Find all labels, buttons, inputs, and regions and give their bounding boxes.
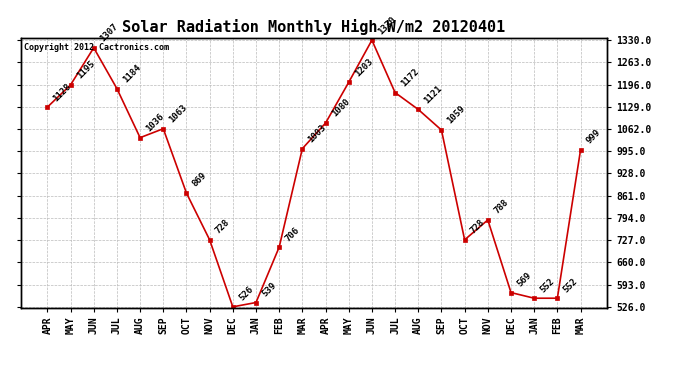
Text: 869: 869 [190, 171, 208, 189]
Text: 1172: 1172 [400, 67, 421, 88]
Text: 1080: 1080 [330, 98, 351, 119]
Text: 569: 569 [515, 271, 533, 288]
Text: 539: 539 [260, 280, 278, 298]
Text: 1063: 1063 [168, 103, 189, 125]
Text: 999: 999 [584, 128, 602, 146]
Text: 526: 526 [237, 285, 255, 303]
Text: 728: 728 [214, 218, 232, 236]
Text: 1059: 1059 [446, 104, 467, 126]
Text: 1330: 1330 [376, 14, 397, 36]
Text: 1128: 1128 [52, 81, 73, 103]
Text: 552: 552 [538, 276, 556, 294]
Text: 1121: 1121 [422, 84, 444, 105]
Text: 788: 788 [492, 198, 510, 216]
Text: 1184: 1184 [121, 63, 143, 84]
Text: 1195: 1195 [75, 59, 97, 81]
Text: 1307: 1307 [98, 22, 119, 44]
Text: 1203: 1203 [353, 57, 375, 78]
Text: 1036: 1036 [144, 112, 166, 134]
Text: 706: 706 [284, 225, 301, 243]
Text: 552: 552 [562, 276, 580, 294]
Text: 1003: 1003 [306, 123, 328, 144]
Text: 728: 728 [469, 218, 486, 236]
Title: Solar Radiation Monthly High W/m2 20120401: Solar Radiation Monthly High W/m2 201204… [122, 19, 506, 35]
Text: Copyright 2012 Cactronics.com: Copyright 2012 Cactronics.com [23, 43, 168, 52]
